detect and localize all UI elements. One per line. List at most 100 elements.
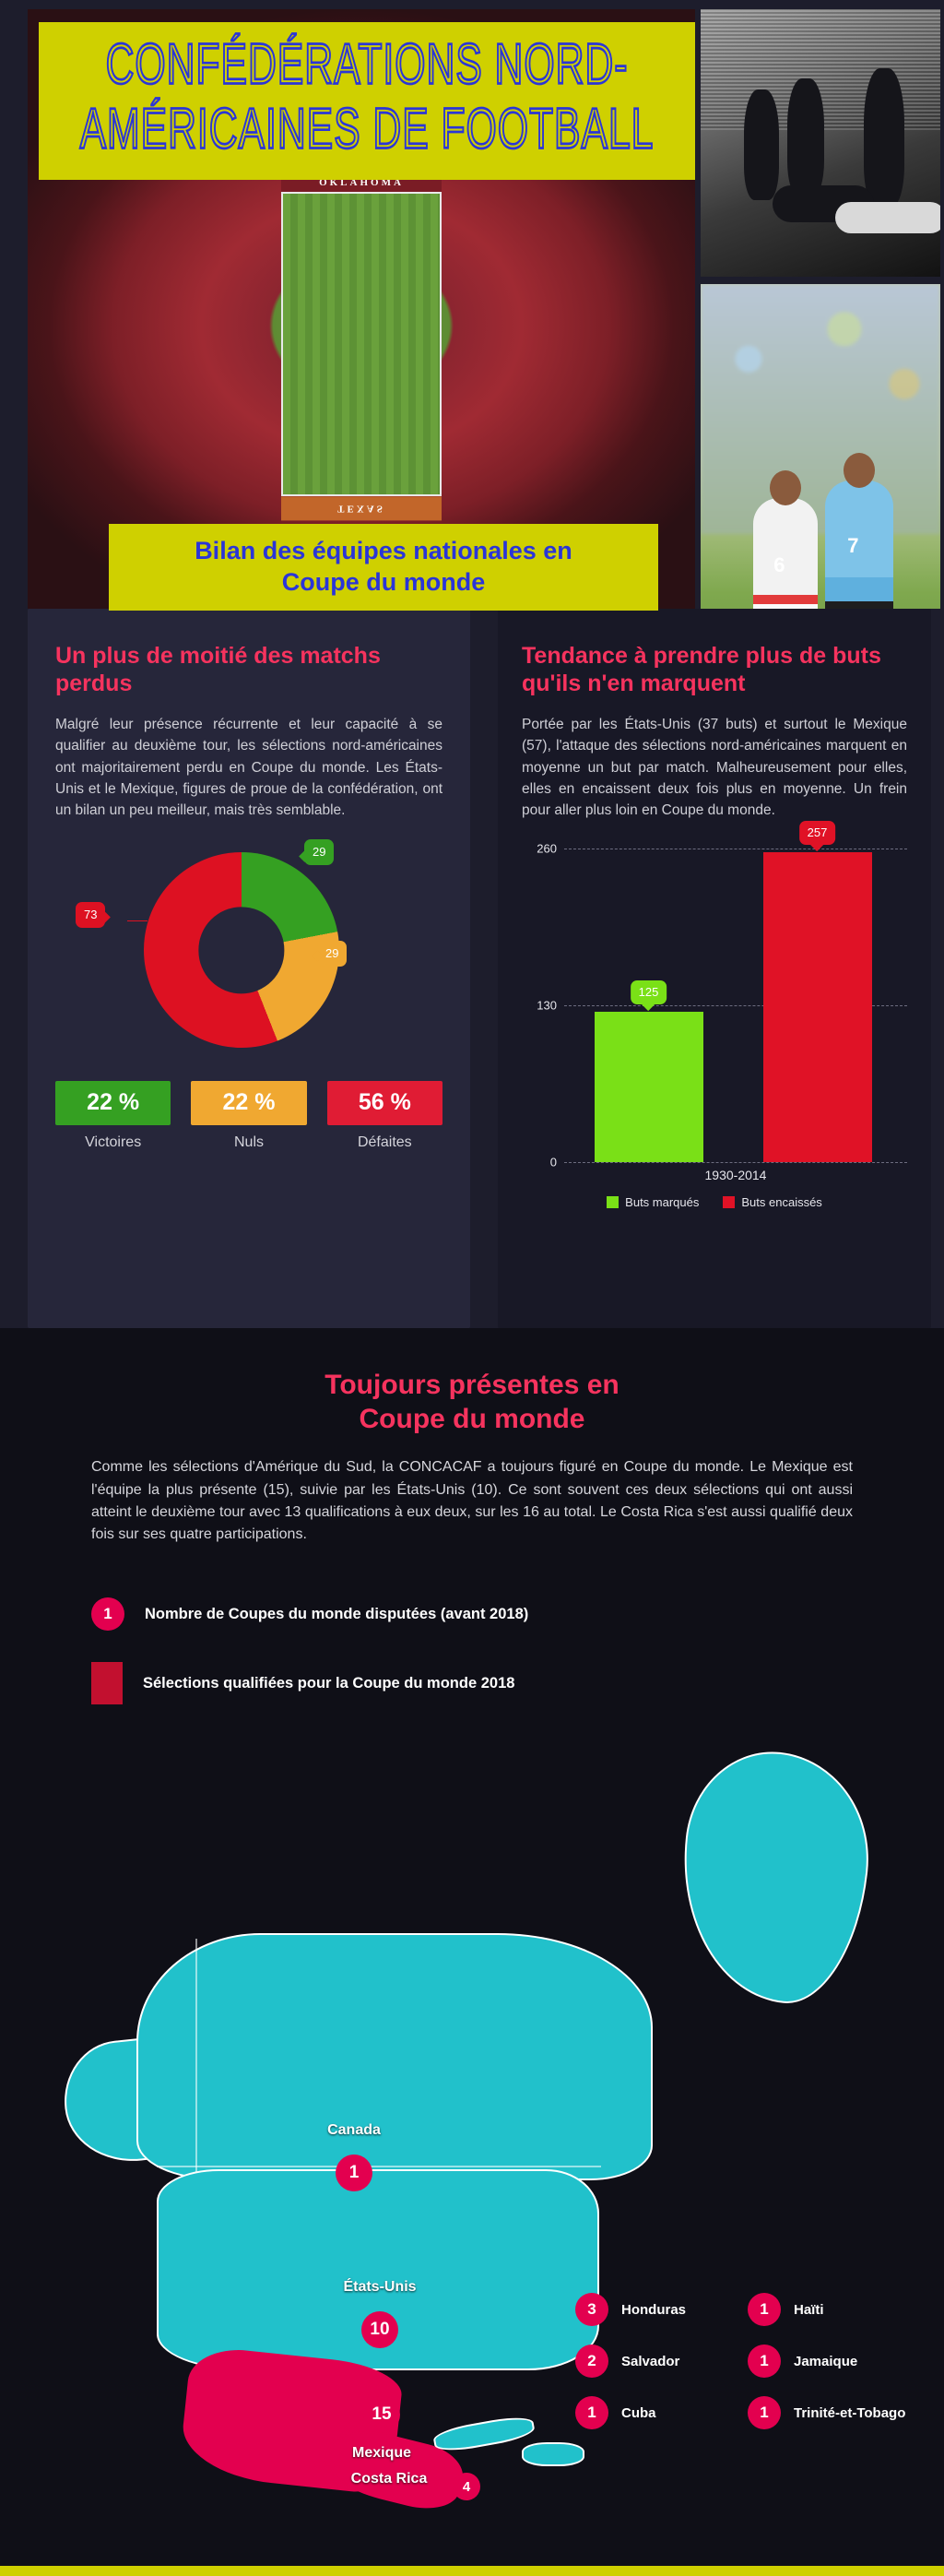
legend-swatch-encaisses — [723, 1196, 736, 1209]
name-trinite: Trinité-et-Tobago — [794, 2404, 906, 2421]
pin-trinite[interactable]: 1 — [748, 2396, 781, 2430]
country-participation-grid: 3 Honduras 1 Haïti 2 Salvador 1 Jamaique… — [575, 2293, 907, 2430]
stadium-label-texas: TEXAS — [281, 496, 442, 521]
legend-text-qualified: Sélections qualifiées pour la Coupe du m… — [143, 1674, 515, 1692]
map-label-etats-unis: États-Unis — [343, 2279, 417, 2296]
donut-ring — [144, 852, 339, 1049]
map-region-hispaniola[interactable] — [522, 2442, 584, 2467]
map-legend: 1 Nombre de Coupes du monde disputées (a… — [91, 1597, 853, 1705]
bar-holder-marques: 125 — [594, 980, 703, 1163]
pct-value-defaites: 56 % — [326, 1081, 442, 1126]
percentage-row: 22 % Victoires 22 % Nuls 56 % Défaites — [55, 1081, 442, 1151]
bar-buts-encaisses — [762, 852, 872, 1163]
y-tick-0: 0 — [549, 1155, 557, 1169]
map-region-cuba[interactable] — [431, 2414, 537, 2455]
donut-label-victoires: 29 — [304, 839, 335, 866]
map-region-canada[interactable] — [136, 1933, 653, 2181]
gridline-130 — [564, 1005, 907, 1007]
pct-label-defaites: Défaites — [357, 1134, 412, 1151]
pct-label-nuls: Nuls — [233, 1134, 264, 1151]
bar-holder-encaisses: 257 — [762, 821, 872, 1163]
pin-honduras[interactable]: 3 — [575, 2293, 608, 2327]
map-legend-row-participations: 1 Nombre de Coupes du monde disputées (a… — [91, 1597, 853, 1632]
pct-cell-nuls: 22 % Nuls — [191, 1081, 307, 1151]
name-cuba: Cuba — [621, 2404, 656, 2421]
legend-label-encaisses: Buts encaissés — [741, 1195, 822, 1210]
player-number-white: 6 — [773, 553, 785, 577]
donut-label-nuls: 29 — [317, 941, 348, 967]
bar-chart-x-label: 1930-2014 — [704, 1168, 767, 1183]
bar-buts-marques — [594, 1012, 703, 1163]
stats-section: Un plus de moitié des matchs perdus Malg… — [0, 609, 944, 1328]
bar-label-encaisses: 257 — [798, 821, 836, 846]
map-pin-canada[interactable]: 1 — [336, 2155, 372, 2192]
legend-pin-icon: 1 — [91, 1597, 124, 1632]
bar-chart-legend: Buts marqués Buts encaissés — [522, 1195, 907, 1209]
bar-group: 125 257 — [564, 821, 902, 1163]
leader-line-orange — [301, 959, 321, 961]
map-label-canada: Canada — [327, 2122, 381, 2139]
right-panel-body: Portée par les États-Unis (37 buts) et s… — [522, 717, 907, 818]
y-tick-130: 130 — [537, 998, 557, 1013]
pin-cuba[interactable]: 1 — [575, 2396, 608, 2430]
pin-salvador[interactable]: 2 — [575, 2345, 608, 2379]
donut-label-defaites: 73 — [76, 902, 106, 929]
map-section-body: Comme les sélections d'Amérique du Sud, … — [91, 1459, 853, 1543]
map-border-usa-canada — [157, 2166, 601, 2168]
historic-match-photo — [701, 9, 940, 277]
bar-chart-y-axis: 260 130 0 — [522, 842, 562, 1169]
page-title-line1: CONFÉDÉRATIONS NORD- — [105, 30, 629, 97]
panel-goals: Tendance à prendre plus de buts qu'ils n… — [498, 609, 931, 1328]
donut-chart: 29 29 73 — [55, 839, 442, 1075]
name-honduras: Honduras — [621, 2301, 687, 2318]
pct-cell-defaites: 56 % Défaites — [326, 1081, 442, 1151]
gridline-0 — [564, 1162, 907, 1164]
player-number-blue: 7 — [847, 533, 859, 557]
map-pin-mexique[interactable]: 15 — [363, 2396, 400, 2434]
pct-value-victoires: 22 % — [55, 1081, 171, 1126]
hero-collage: OKLAHOMA TEXAS 6 7 — [0, 0, 944, 879]
bar-chart: 260 130 0 125 257 193 — [522, 821, 907, 1209]
subtitle-line2: Coupe du monde — [281, 568, 486, 597]
page-title: CONFÉDÉRATIONS NORD- AMÉRICAINES DE FOOT… — [70, 30, 664, 162]
left-panel-body: Malgré leur présence récurrente et leur … — [55, 717, 442, 818]
map-section-title: Toujours présentes en Coupe du monde — [0, 1369, 944, 1436]
subtitle-band: Bilan des équipes nationales en Coupe du… — [109, 524, 658, 611]
stadium-field — [281, 192, 442, 496]
panel-match-results: Un plus de moitié des matchs perdus Malg… — [28, 609, 470, 1328]
pin-jamaique[interactable]: 1 — [748, 2345, 781, 2379]
pin-haiti[interactable]: 1 — [748, 2293, 781, 2327]
map-region-greenland — [669, 1743, 879, 2012]
name-haiti: Haïti — [794, 2301, 824, 2318]
right-panel-title: Tendance à prendre plus de buts qu'ils n… — [522, 643, 881, 696]
legend-item-marques: Buts marqués — [607, 1195, 699, 1209]
pct-value-nuls: 22 % — [191, 1081, 307, 1126]
map-title-line2: Coupe du monde — [359, 1403, 585, 1434]
legend-square-icon — [91, 1662, 123, 1705]
leader-line-red — [127, 920, 148, 922]
map-title-line1: Toujours présentes en — [324, 1370, 620, 1400]
bar-label-marques: 125 — [630, 980, 667, 1005]
pct-cell-victoires: 22 % Victoires — [55, 1081, 171, 1151]
map-legend-row-qualified: Sélections qualifiées pour la Coupe du m… — [91, 1662, 853, 1705]
map-label-costa-rica: Costa Rica — [350, 2471, 428, 2487]
legend-swatch-marques — [607, 1196, 620, 1209]
footer-bar: Conception graphique : Alexandre FOATELL… — [0, 2566, 944, 2576]
main-title-band: CONFÉDÉRATIONS NORD- AMÉRICAINES DE FOOT… — [39, 22, 695, 180]
pct-label-victoires: Victoires — [85, 1134, 142, 1151]
legend-text-participations: Nombre de Coupes du monde disputées (ava… — [145, 1605, 529, 1622]
y-tick-260: 260 — [537, 841, 557, 856]
north-america-map: Canada 1 États-Unis 10 15 Mexique Costa … — [0, 1736, 944, 2529]
subtitle-line1: Bilan des équipes nationales en — [195, 537, 572, 564]
map-pin-etats-unis[interactable]: 10 — [361, 2311, 398, 2349]
stadium-crowd — [701, 284, 940, 534]
name-salvador: Salvador — [621, 2353, 680, 2369]
page-title-line2: AMÉRICAINES DE FOOTBALL — [79, 95, 655, 162]
map-border-west — [195, 1939, 197, 2174]
map-pin-costa-rica[interactable]: 4 — [453, 2473, 480, 2501]
legend-label-marques: Buts marqués — [625, 1195, 700, 1210]
left-panel-title: Un plus de moitié des matchs perdus — [55, 643, 381, 696]
map-section: Toujours présentes en Coupe du monde Com… — [0, 1328, 944, 2567]
legend-item-encaisses: Buts encaissés — [723, 1195, 822, 1210]
